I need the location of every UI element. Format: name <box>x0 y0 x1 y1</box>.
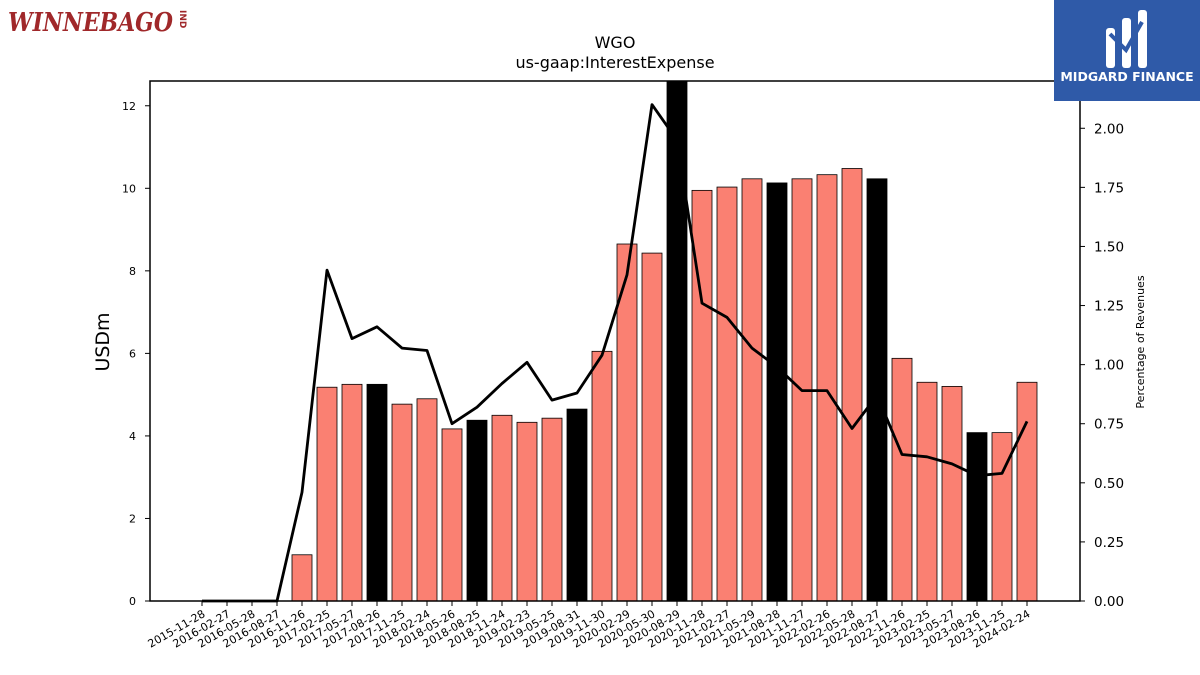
midgard-logo-text: MIDGARD FINANCE <box>1060 69 1194 84</box>
bar <box>641 252 663 602</box>
bar <box>541 417 563 602</box>
y-tick-label: 4 <box>129 430 136 443</box>
y-right-tick-label: 1.00 <box>1094 358 1124 374</box>
bar <box>1016 381 1038 602</box>
y-axis-right: 0.00 0.25 0.50 0.75 1.00 1.25 1.50 1.75 2.00 <box>1080 121 1124 610</box>
chart-subtitle: us-gaap:InterestExpense <box>515 53 714 72</box>
y-tick-label: 12 <box>122 100 136 113</box>
midgard-mark-icon <box>1106 10 1147 68</box>
bar <box>891 357 913 602</box>
plot-frame <box>149 80 1081 602</box>
bar <box>441 428 463 602</box>
y-tick-label: 6 <box>129 347 136 360</box>
y-tick-label: 0 <box>129 595 136 608</box>
bar <box>341 383 363 602</box>
chart-title: WGO <box>595 33 636 52</box>
bar <box>591 350 613 602</box>
y-axis-left: 0 2 4 6 8 10 12 <box>122 100 150 608</box>
midgard-finance-logo: MIDGARD FINANCE <box>1054 0 1200 101</box>
bar <box>291 554 313 602</box>
y-tick-label: 2 <box>129 512 136 525</box>
y-tick-label: 8 <box>129 265 136 278</box>
y-right-tick-label: 1.75 <box>1094 180 1124 196</box>
bar <box>466 419 488 602</box>
y-right-tick-label: 1.50 <box>1094 239 1124 255</box>
bar <box>516 421 538 602</box>
bar <box>666 80 688 602</box>
y-axis-label: USDm <box>92 312 114 371</box>
y-right-tick-label: 0.50 <box>1094 476 1124 492</box>
bar-series <box>291 80 1038 602</box>
bar <box>766 182 788 602</box>
y-axis-right-label: Percentage of Revenues <box>1134 275 1147 408</box>
bar <box>841 168 863 602</box>
winnebago-logo-text: WINNEBAGO <box>8 8 173 38</box>
percentage-line <box>202 103 1029 603</box>
bar <box>741 178 763 602</box>
x-axis: 2015-11-282016-02-272016-05-282016-08-27… <box>146 601 1033 651</box>
y-right-tick-label: 0.25 <box>1094 535 1124 551</box>
bar <box>491 414 513 602</box>
bar <box>916 381 938 602</box>
bar <box>941 385 963 602</box>
bar <box>316 386 338 602</box>
bar <box>866 178 888 602</box>
winnebago-logo: WINNEBAGO IND <box>6 4 196 42</box>
bar <box>566 408 588 602</box>
winnebago-logo-suffix: IND <box>177 10 187 28</box>
bar <box>416 398 438 602</box>
line-series <box>202 103 1029 603</box>
y-right-tick-label: 1.25 <box>1094 299 1124 315</box>
bar <box>716 186 738 602</box>
y-tick-label: 10 <box>122 182 136 195</box>
y-right-tick-label: 0.00 <box>1094 594 1124 610</box>
y-right-tick-label: 0.75 <box>1094 417 1124 433</box>
bar <box>391 403 413 602</box>
y-right-tick-label: 2.00 <box>1094 121 1124 137</box>
bar <box>966 432 988 602</box>
bar <box>816 174 838 602</box>
bar <box>366 383 388 602</box>
